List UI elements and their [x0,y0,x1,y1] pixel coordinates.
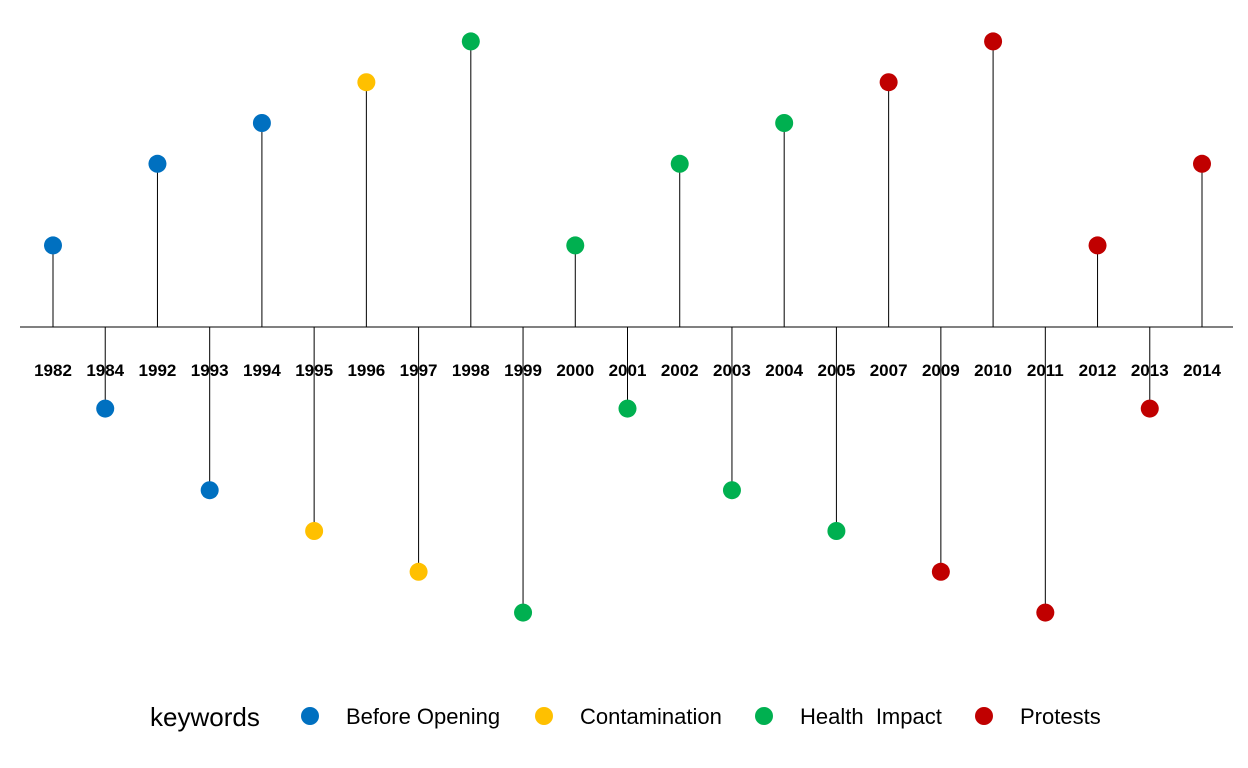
event-point-2009 [931,562,950,581]
year-label-2002: 2002 [661,361,699,380]
legend-swatch-3 [755,707,773,725]
event-stems [52,41,1203,613]
event-point-1982 [44,236,62,255]
year-label-1997: 1997 [400,361,438,380]
event-point-1993 [200,481,219,500]
event-point-2013 [1140,399,1159,418]
event-point-1997 [409,562,428,581]
legend-label-4: Protests [1020,704,1101,729]
event-point-2011 [1036,603,1055,622]
year-label-1993: 1993 [191,361,229,380]
event-point-1998 [461,32,480,51]
year-label-2004: 2004 [765,361,803,380]
year-label-1998: 1998 [452,361,490,380]
year-label-2007: 2007 [870,361,908,380]
event-points [44,32,1211,622]
legend: keywords Before Opening Contamination Heal… [150,702,1101,732]
year-label-2005: 2005 [817,361,855,380]
legend-label-1: Before Opening [346,704,500,729]
year-label-2003: 2003 [713,361,751,380]
event-point-1984 [96,399,115,418]
year-labels: 1982 1984 1992 1993 1994 1995 1996 1997 1998 1999… [34,361,1221,380]
legend-label-3: Health Impact [800,704,942,729]
legend-swatch-2 [535,707,553,725]
year-label-1984: 1984 [86,361,124,380]
year-label-2013: 2013 [1131,361,1169,380]
year-label-1995: 1995 [295,361,333,380]
event-point-1999 [514,603,533,622]
event-point-2003 [722,481,741,500]
year-label-1992: 1992 [139,361,177,380]
year-label-1996: 1996 [347,361,385,380]
year-label-1999: 1999 [504,361,542,380]
event-point-2002 [670,154,689,173]
year-label-2000: 2000 [556,361,594,380]
year-label-2014: 2014 [1183,361,1221,380]
event-point-2007 [879,73,898,92]
legend-title: keywords [150,702,260,732]
legend-swatch-4 [975,707,993,725]
year-label-2012: 2012 [1079,361,1117,380]
legend-label-2: Contamination [580,704,722,729]
event-point-1995 [305,522,324,540]
event-point-1992 [148,154,167,173]
year-label-1982: 1982 [34,361,72,380]
event-point-2001 [618,399,637,418]
event-point-2014 [1193,154,1211,173]
year-label-2009: 2009 [922,361,960,380]
event-point-2005 [827,522,846,540]
event-point-1994 [252,114,271,132]
event-point-2000 [566,236,585,255]
year-label-2001: 2001 [609,361,647,380]
year-label-1994: 1994 [243,361,281,380]
event-point-2010 [984,32,1003,51]
year-label-2010: 2010 [974,361,1012,380]
event-point-2012 [1088,236,1107,255]
legend-swatch-1 [301,707,319,725]
year-label-2011: 2011 [1027,361,1064,380]
event-point-2004 [775,114,794,132]
event-point-1996 [357,73,376,92]
